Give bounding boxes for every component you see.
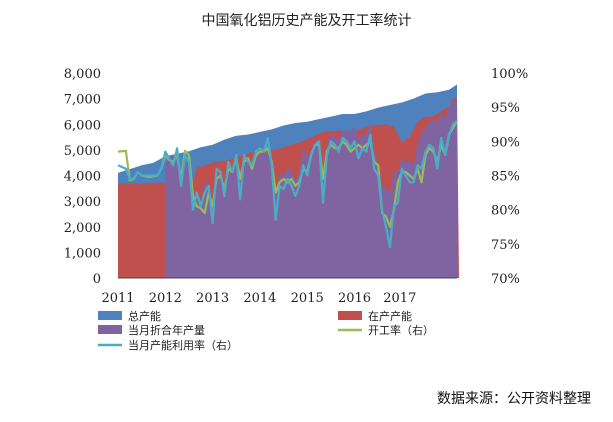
right-tick-label: 100% (491, 67, 528, 82)
x-tick-label: 2011 (101, 291, 134, 306)
left-tick-label: 7,000 (64, 93, 101, 108)
x-tick-label: 2014 (243, 291, 276, 306)
source-note: 数据来源：公开资料整理 (437, 391, 591, 407)
legend-swatch-total (98, 311, 122, 320)
left-tick-label: 0 (93, 272, 101, 287)
right-tick-label: 90% (491, 135, 520, 150)
legend-swatch-monthly (98, 325, 122, 334)
right-tick-label: 75% (491, 238, 520, 253)
legend-label-inprod: 在产产能 (368, 309, 412, 323)
left-tick-label: 8,000 (64, 67, 101, 82)
left-tick-label: 6,000 (64, 118, 101, 133)
right-tick-label: 85% (491, 170, 520, 185)
chart-title: 中国氧化铝历史产能及开工率统计 (201, 13, 412, 29)
x-tick-label: 2015 (291, 291, 324, 306)
legend-swatch-inprod (338, 311, 362, 320)
x-tick-label: 2016 (338, 291, 371, 306)
area-monthly (165, 101, 458, 278)
line-util (117, 119, 458, 249)
x-tick-label: 2012 (149, 291, 182, 306)
left-tick-label: 3,000 (64, 195, 101, 210)
left-tick-label: 4,000 (64, 170, 101, 185)
left-tick-label: 2,000 (64, 221, 101, 236)
x-tick-label: 2017 (383, 291, 416, 306)
right-tick-label: 70% (491, 272, 520, 287)
left-tick-label: 1,000 (64, 246, 101, 261)
legend-label-oprate: 开工率（右） (368, 323, 434, 337)
right-tick-label: 95% (491, 101, 520, 116)
x-tick-label: 2013 (196, 291, 229, 306)
legend-label-monthly: 当月折合年产量 (128, 323, 205, 337)
legend-label-util: 当月产能利用率（右） (128, 338, 238, 352)
right-tick-label: 80% (491, 204, 520, 219)
left-tick-label: 5,000 (64, 144, 101, 159)
legend-label-total: 总产能 (128, 309, 161, 323)
